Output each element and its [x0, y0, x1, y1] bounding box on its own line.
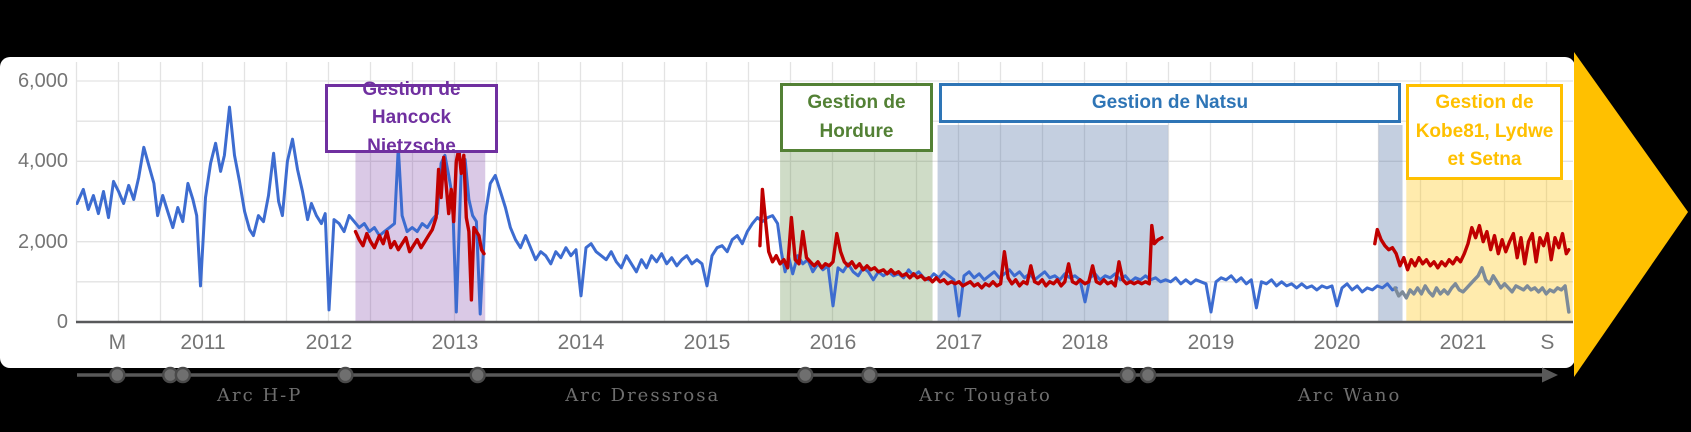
series-line-serie-rouge-3 [1373, 223, 1571, 272]
gestion-box-kobe-line: Gestion de [1435, 92, 1534, 114]
arc-label-3: Arc Tougato [919, 385, 1052, 406]
gestion-box-hordure-line: Gestion de [807, 92, 906, 113]
gestion-box-kobe-line: Kobe81, Lydwe [1415, 120, 1554, 142]
timeline-event-dot [337, 366, 354, 384]
series-line-serie-grise [1393, 266, 1571, 314]
timeline-arrowhead-icon [1542, 367, 1558, 383]
region-hordure [780, 152, 933, 322]
big-forward-arrow [1574, 52, 1688, 377]
x-axis-label-2015: 2015 [683, 331, 731, 354]
x-axis-label-2011: 2011 [180, 331, 226, 354]
management-regions [355, 125, 1573, 322]
x-axis-label-S: S [1540, 331, 1555, 354]
x-axis-label-2018: 2018 [1061, 331, 1109, 354]
x-axis-label-2013: 2013 [431, 331, 479, 354]
arc-label-1: Arc H-P [217, 385, 303, 406]
series-line-serie-bleue [76, 105, 1398, 318]
arc-timeline [77, 366, 1558, 384]
timeline-event-dot [1139, 366, 1157, 384]
gestion-box-kobe-line: et Setna [1447, 149, 1522, 171]
timeline-event-dot [861, 366, 878, 384]
x-axis-label-2019: 2019 [1187, 331, 1235, 354]
x-axis-label-2012: 2012 [305, 331, 353, 354]
timeline-event-dot [174, 366, 192, 384]
x-axis-label-2021: 2021 [1439, 331, 1487, 354]
gestion-box-hordure-line: Hordure [819, 120, 894, 142]
region-natsu-1 [937, 125, 1169, 322]
region-natsu-2 [1378, 125, 1403, 322]
gestion-box-natsu-line: Gestion de Natsu [1091, 91, 1249, 113]
series-group [76, 105, 1571, 318]
gestion-box-hancock: Gestion de Hancock Nietzsche [325, 79, 498, 157]
timeline-event-dot [797, 366, 814, 384]
x-axis-label-2017: 2017 [935, 331, 983, 354]
timeline-event-dot [109, 366, 126, 384]
x-axis-label-M: M [108, 331, 127, 354]
y-axis-label-2000: 2,000 [17, 230, 68, 253]
gestion-box-hancock-line: Gestion de [362, 78, 461, 100]
arc-label-4: Arc Wano [1297, 385, 1402, 406]
arc-label-2: Arc Dressrosa [565, 385, 721, 406]
region-kobe [1406, 180, 1573, 322]
y-axis-label-4000: 4,000 [17, 150, 68, 173]
timeline-event-dot [1119, 366, 1137, 384]
y-axis-label-6000: 6,000 [17, 70, 68, 92]
series-line-serie-rouge-1 [353, 147, 486, 302]
x-axis-label-2016: 2016 [809, 331, 857, 354]
x-axis-label-2020: 2020 [1313, 331, 1361, 354]
series-line-serie-rouge-2 [758, 187, 1164, 290]
gestion-box-natsu: Gestion de Natsu [939, 83, 1401, 123]
gestion-box-hordure: Gestion de Hordure [780, 83, 933, 152]
gestion-box-hancock-line: Hancock Nietzsche [367, 107, 456, 157]
timeline-event-dot [469, 366, 486, 384]
gestion-box-kobe: Gestion de Kobe81, Lydwe et Setna [1406, 84, 1563, 180]
x-axis-label-2014: 2014 [557, 331, 605, 354]
y-axis-label-0: 0 [56, 311, 68, 333]
